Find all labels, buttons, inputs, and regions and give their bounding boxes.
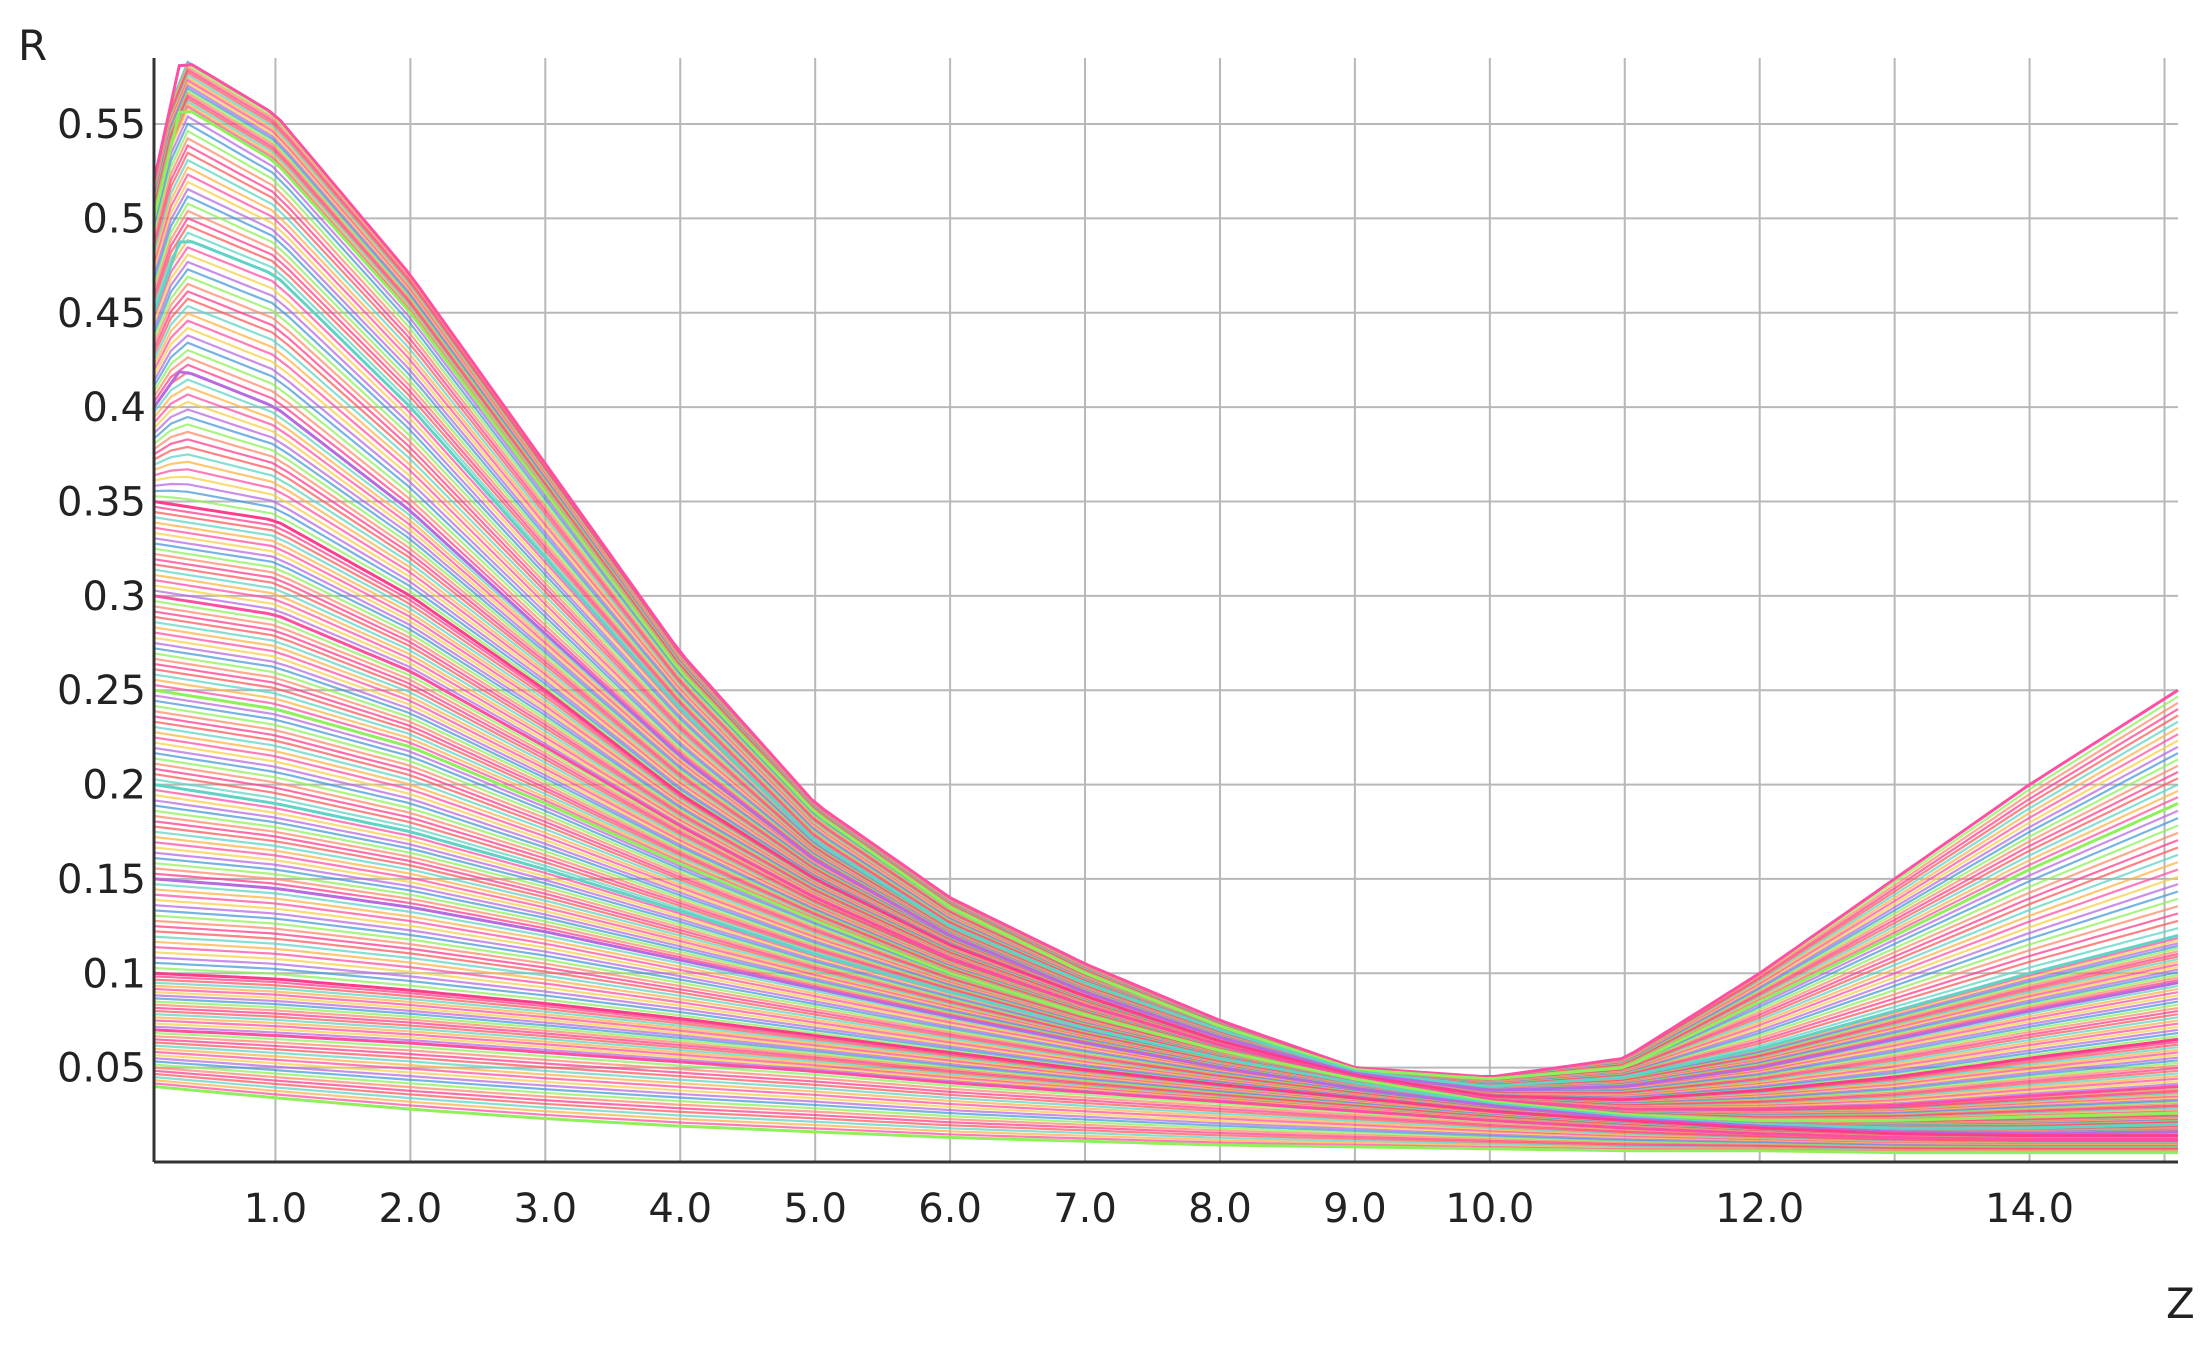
series-line <box>152 370 2179 1092</box>
series-line <box>152 240 2179 1088</box>
x-tick-label: 5.0 <box>783 1186 847 1232</box>
y-tick-label: 0.5 <box>82 196 146 242</box>
x-tick-label: 7.0 <box>1053 1186 1117 1232</box>
y-tick-label: 0.1 <box>82 951 146 997</box>
x-tick-label: 1.0 <box>244 1186 308 1232</box>
y-tick-label: 0.2 <box>82 763 146 809</box>
y-tick-label: 0.25 <box>57 668 146 714</box>
y-tick-label: 0.35 <box>57 479 146 525</box>
series-lines <box>152 63 2179 1155</box>
y-tick-label: 0.15 <box>57 857 146 903</box>
x-tick-label: 6.0 <box>918 1186 982 1232</box>
series-line <box>152 110 2179 1081</box>
tick-labels: 1.0 2.0 3.0 4.0 5.0 6.0 7.0 8.0 9.0 10.0 12.0 14.0 0… <box>57 102 2074 1232</box>
series-line <box>153 594 2179 1111</box>
series-line <box>153 1028 2178 1141</box>
series-line <box>152 63 2179 1079</box>
axes <box>152 58 2178 1164</box>
x-tick-label: 3.0 <box>513 1186 577 1232</box>
x-tick-label: 9.0 <box>1323 1186 1387 1232</box>
x-tick-label: 14.0 <box>1985 1186 2074 1232</box>
series-line <box>153 500 2179 1102</box>
series-line <box>153 783 2179 1130</box>
x-tick-label: 12.0 <box>1715 1186 1804 1232</box>
y-tick-label: 0.3 <box>82 574 146 620</box>
y-tick-label: 0.55 <box>57 102 146 148</box>
series-line <box>153 688 2179 1122</box>
series-line <box>153 877 2179 1136</box>
y-tick-label: 0.05 <box>57 1046 146 1092</box>
y-tick-label: 0.45 <box>57 291 146 337</box>
y-axis-label: R <box>18 21 47 70</box>
fan-band-fill <box>152 60 2179 1153</box>
x-axis-label: Z <box>2166 1279 2195 1328</box>
x-tick-label: 4.0 <box>648 1186 712 1232</box>
x-tick-label: 8.0 <box>1188 1186 1252 1232</box>
x-tick-label: 10.0 <box>1445 1186 1534 1232</box>
series-line <box>153 971 2178 1138</box>
x-tick-label: 2.0 <box>379 1186 443 1232</box>
series-line <box>153 1085 2178 1155</box>
y-tick-label: 0.4 <box>82 385 146 431</box>
